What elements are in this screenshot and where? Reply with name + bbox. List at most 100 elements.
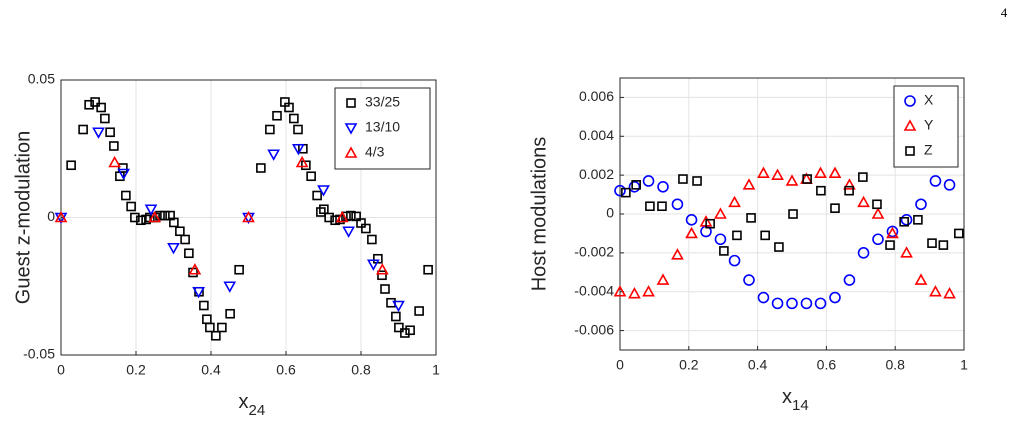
x-tick-label: 0.8	[885, 357, 905, 373]
data-point	[54, 210, 68, 223]
data-point	[814, 166, 827, 178]
data-point	[394, 322, 404, 333]
legend-marker	[346, 98, 356, 108]
data-point	[858, 172, 868, 182]
data-point	[872, 199, 882, 210]
data-point	[160, 210, 170, 221]
data-point	[714, 207, 727, 219]
data-point	[628, 181, 641, 193]
data-point	[657, 181, 669, 193]
data-point	[642, 175, 655, 187]
data-point	[671, 248, 684, 260]
y-tick-label: 0.002	[579, 166, 614, 182]
y-tick-label: 0	[606, 205, 614, 221]
data-point	[265, 124, 275, 135]
data-point	[742, 178, 756, 190]
data-point	[272, 110, 282, 121]
data-point	[316, 207, 326, 217]
legend-marker	[903, 119, 917, 131]
data-point	[100, 113, 110, 124]
data-point	[301, 160, 311, 171]
legend-marker	[904, 95, 916, 107]
data-point	[954, 228, 964, 239]
data-point	[423, 264, 433, 275]
data-point	[871, 207, 885, 219]
data-point	[293, 124, 303, 135]
data-point	[192, 286, 205, 299]
data-point	[857, 247, 870, 259]
data-point	[885, 240, 895, 250]
data-point	[829, 291, 841, 304]
data-point	[760, 230, 770, 241]
data-point	[126, 201, 136, 212]
data-point	[405, 325, 415, 336]
data-point	[732, 230, 742, 241]
data-point	[685, 214, 698, 226]
data-point	[757, 291, 770, 304]
data-point	[292, 143, 305, 156]
x-axis-label: x14	[782, 386, 809, 414]
data-point	[938, 240, 949, 250]
data-point	[857, 195, 870, 208]
data-point	[148, 210, 162, 223]
data-point	[84, 99, 94, 110]
data-point	[130, 212, 140, 223]
x-tick-label: 0.2	[126, 362, 146, 378]
data-point	[330, 215, 340, 226]
data-point	[656, 273, 670, 285]
data-point	[943, 287, 956, 299]
data-point	[657, 201, 667, 212]
data-point	[785, 174, 799, 186]
data-point	[814, 297, 827, 310]
data-point	[743, 274, 755, 286]
data-point	[66, 160, 76, 171]
legend-marker	[905, 146, 915, 156]
data-point	[180, 234, 190, 245]
data-point	[900, 246, 913, 258]
x-axis-label-subscript: 14	[792, 397, 809, 414]
data-point	[242, 210, 255, 223]
data-point	[400, 328, 410, 338]
data-point	[351, 211, 361, 222]
data-point	[843, 274, 856, 286]
data-point	[306, 171, 316, 182]
x-tick-label: 0	[616, 357, 624, 373]
data-point	[391, 311, 401, 322]
data-point	[205, 322, 215, 333]
data-point	[913, 215, 923, 225]
data-point	[943, 179, 956, 191]
data-point	[929, 175, 942, 187]
data-point	[642, 285, 655, 297]
data-point	[312, 190, 322, 201]
data-point	[628, 287, 641, 299]
data-point	[900, 214, 913, 226]
data-point	[714, 233, 727, 246]
data-point	[771, 297, 784, 310]
data-point	[92, 127, 105, 139]
legend-label: X	[924, 92, 934, 108]
data-point	[746, 213, 756, 223]
data-point	[78, 124, 88, 135]
data-point	[816, 185, 826, 196]
data-point	[234, 264, 244, 275]
data-point	[631, 180, 641, 190]
data-point	[685, 226, 698, 239]
data-point	[621, 187, 631, 198]
y-tick-label: 0.006	[579, 88, 614, 104]
data-point	[317, 185, 330, 197]
y-tick-label: -0.05	[23, 346, 55, 362]
y-axis-label: Guest z-modulation	[12, 131, 34, 304]
x-tick-label: 1	[432, 362, 440, 378]
data-point	[929, 285, 942, 297]
legend-label: Y	[924, 117, 934, 133]
x-tick-label: 1	[960, 357, 968, 373]
data-point	[392, 300, 405, 313]
data-point	[284, 102, 294, 113]
x-tick-label: 0.8	[351, 362, 371, 378]
data-point	[786, 297, 798, 310]
data-point	[927, 238, 937, 248]
data-point	[105, 127, 115, 138]
data-point	[118, 163, 128, 173]
data-point	[692, 176, 702, 186]
data-point	[367, 259, 380, 271]
